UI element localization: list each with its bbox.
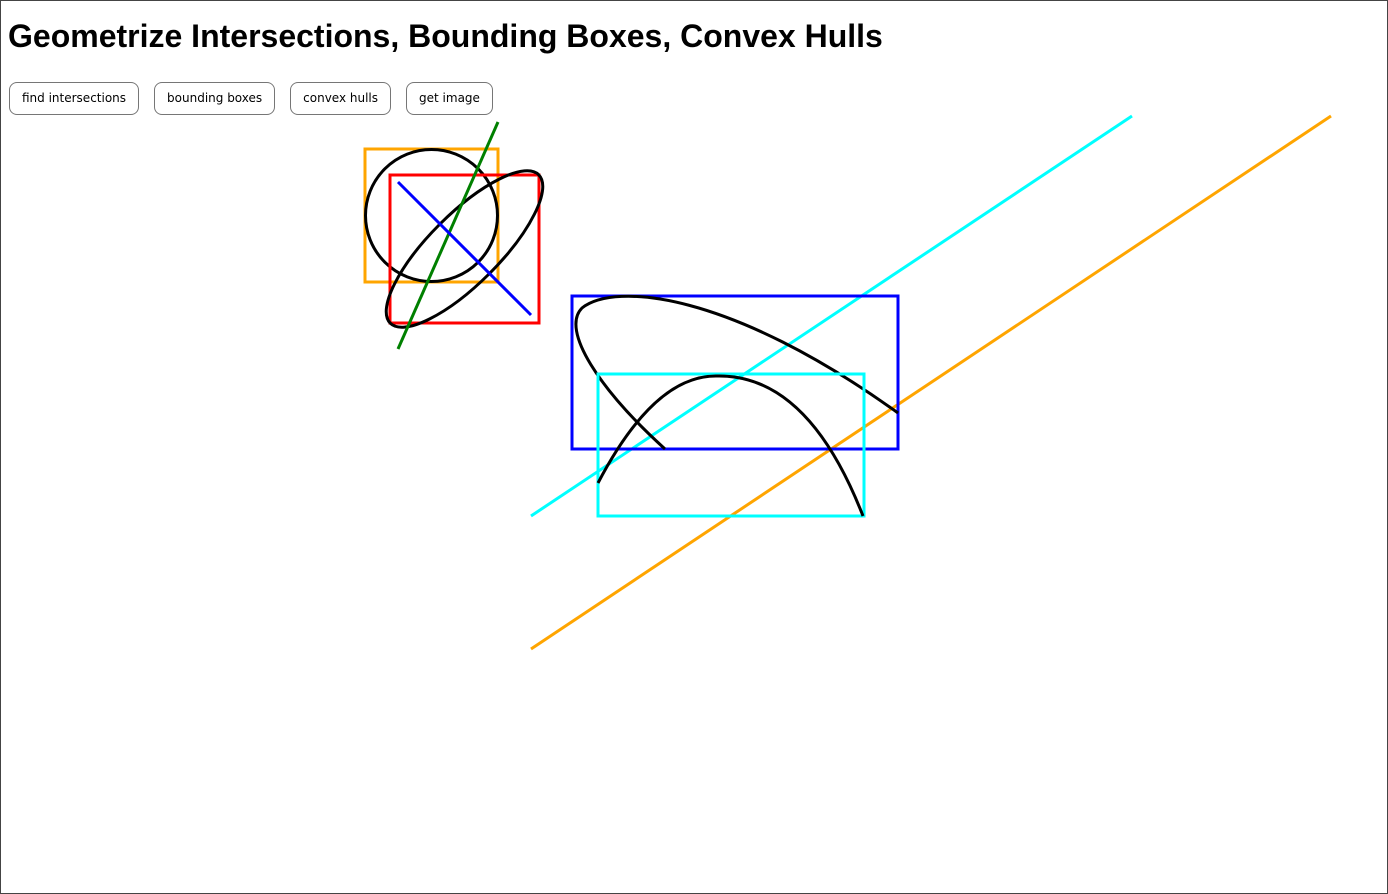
- circle-shape: [364, 148, 499, 283]
- green-line: [396, 121, 500, 350]
- blue-line: [396, 180, 533, 317]
- orange-diagonal-line: [530, 114, 1332, 651]
- toolbar: find intersections bounding boxes convex…: [9, 82, 493, 115]
- bounding-boxes-button[interactable]: bounding boxes: [154, 82, 276, 115]
- convex-hulls-button[interactable]: convex hulls: [290, 82, 392, 115]
- find-intersections-button[interactable]: find intersections: [9, 82, 140, 115]
- ellipse-bounding-box: [388, 173, 541, 325]
- large-arc-bounding-box: [570, 294, 900, 451]
- large-arc-shape: [574, 294, 899, 451]
- small-arc-shape: [596, 374, 865, 517]
- cyan-diagonal-line: [530, 114, 1133, 518]
- page-title: Geometrize Intersections, Bounding Boxes…: [8, 18, 883, 54]
- get-image-button[interactable]: get image: [406, 82, 493, 115]
- small-arc-bounding-box: [596, 372, 866, 518]
